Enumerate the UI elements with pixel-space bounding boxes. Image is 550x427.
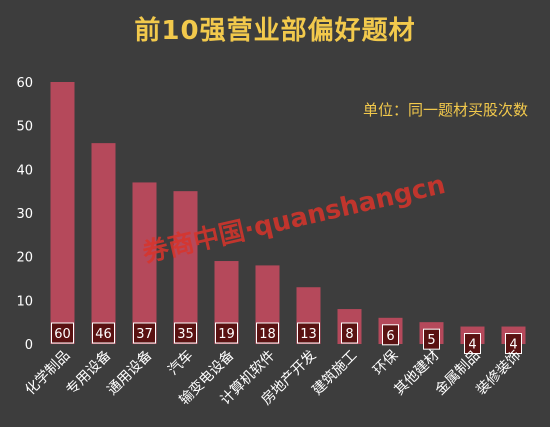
bar <box>91 143 116 344</box>
value-label: 46 <box>95 327 112 342</box>
value-label-box <box>423 328 440 350</box>
y-tick-label: 60 <box>16 76 33 91</box>
category-label: 装修装饰 <box>473 348 524 399</box>
y-tick-label: 10 <box>16 294 33 309</box>
y-axis-ticks: 0 10 20 30 40 50 60 <box>16 76 33 353</box>
category-label: 其他建材 <box>391 348 442 399</box>
category-label: 专用设备 <box>63 347 115 399</box>
value-label: 8 <box>345 327 353 342</box>
value-labels: 60 46 37 35 19 18 13 8 6 5 4 4 <box>51 322 522 355</box>
value-label: 37 <box>136 327 153 342</box>
value-label: 5 <box>427 333 435 348</box>
value-label-box <box>464 333 481 355</box>
y-tick-label: 20 <box>16 251 33 266</box>
value-label: 19 <box>218 327 235 342</box>
bar <box>50 82 75 344</box>
bar <box>132 182 157 344</box>
chart-title: 前10强营业部偏好题材 <box>134 16 416 46</box>
value-label-box <box>297 322 320 344</box>
category-label: 通用设备 <box>104 347 156 399</box>
value-label: 6 <box>386 329 394 344</box>
value-label-box <box>215 322 238 344</box>
value-label: 60 <box>54 327 71 342</box>
category-label: 汽车 <box>165 347 197 379</box>
bar <box>173 191 198 344</box>
category-label: 建筑施工 <box>309 348 360 399</box>
value-label: 4 <box>468 338 476 353</box>
value-label-box <box>133 322 156 344</box>
value-label-box <box>256 322 279 344</box>
y-tick-label: 0 <box>25 338 33 353</box>
value-label: 35 <box>177 327 194 342</box>
value-label-box <box>382 324 399 346</box>
value-label-box <box>505 333 522 355</box>
value-label-box <box>92 322 115 344</box>
value-label: 18 <box>259 327 276 342</box>
value-label: 13 <box>300 327 317 342</box>
category-label: 金属制品 <box>432 348 483 399</box>
unit-note: 单位：同一题材买股次数 <box>363 101 528 119</box>
value-label-box <box>341 322 358 344</box>
value-label-box <box>174 322 197 344</box>
category-label: 化学制品 <box>22 348 73 399</box>
value-label: 4 <box>509 338 517 353</box>
y-tick-label: 30 <box>16 207 33 222</box>
category-label: 环保 <box>370 348 401 379</box>
value-label-box <box>51 322 74 344</box>
y-tick-label: 50 <box>16 120 33 135</box>
y-tick-label: 40 <box>16 163 33 178</box>
